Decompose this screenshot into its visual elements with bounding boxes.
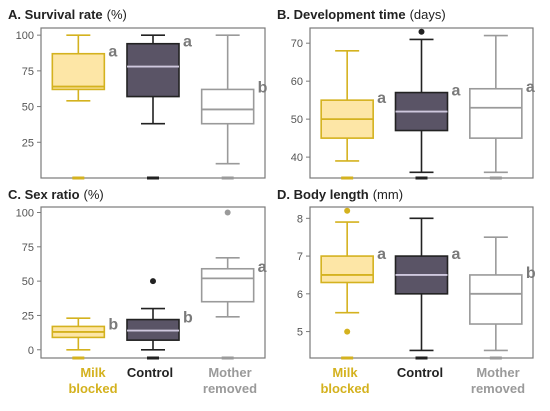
significance-letter: a (452, 246, 461, 263)
significance-letter: a (108, 44, 117, 61)
y-tick-label: 5 (297, 327, 303, 339)
outlier-point (224, 209, 231, 216)
panel-c: C. Sex ratio (%) 0 25 50 75 100 b b a (8, 187, 267, 360)
box-1: b (51, 316, 118, 360)
panel-title-unit: (%) (84, 187, 104, 202)
panel-b: B. Development time (days) 40 50 60 70 a a a (277, 7, 535, 180)
box-2: a (394, 38, 461, 180)
y-tick-label: 75 (22, 66, 34, 78)
significance-letter: b (108, 316, 118, 333)
panel-title-label: A. Survival rate (8, 7, 103, 22)
y-tick-label: 70 (291, 38, 303, 50)
significance-letter: a (526, 79, 535, 96)
panel-title-label: C. Sex ratio (8, 187, 80, 202)
category-label-right-1: Milk blocked (320, 365, 369, 396)
box-3: a (469, 34, 535, 180)
category-label-line2: blocked (320, 381, 369, 396)
panel-title: B. Development time (days) (277, 7, 446, 22)
category-label-line1: Control (127, 365, 173, 380)
y-tick-label: 25 (22, 137, 34, 149)
category-label-line2: blocked (68, 381, 117, 396)
category-label-1: Milk blocked (68, 365, 117, 396)
outlier-point (344, 207, 351, 214)
y-tick-label: 75 (22, 242, 34, 254)
panel-d: D. Body length (mm) 5 6 7 8 a a b (277, 187, 536, 360)
category-label-right-3: Mother removed (471, 365, 525, 396)
significance-letter: a (183, 34, 192, 51)
box-iqr (200, 267, 255, 303)
category-label-3: Mother removed (203, 365, 257, 396)
box-iqr (469, 274, 523, 325)
panel-title-label: D. Body length (277, 187, 369, 202)
box-3: b (469, 236, 536, 360)
panel-title-unit: (mm) (373, 187, 403, 202)
y-tick-label: 8 (297, 213, 303, 225)
category-label-line1: Mother (476, 365, 519, 380)
category-label-line2: removed (203, 381, 257, 396)
box-iqr (126, 42, 180, 98)
y-tick-label: 7 (297, 251, 303, 263)
box-1: a (320, 221, 386, 360)
y-tick-label: 25 (22, 310, 34, 322)
category-label-line1: Control (397, 365, 443, 380)
panel-title: C. Sex ratio (%) (8, 187, 104, 202)
box-2: a (394, 217, 461, 360)
panel-title-label: B. Development time (277, 7, 406, 22)
y-tick-label: 0 (28, 345, 34, 357)
significance-letter: a (377, 246, 386, 263)
box-iqr (469, 87, 523, 139)
y-tick-label: 100 (16, 207, 34, 219)
box-iqr (51, 52, 106, 91)
panel-title-unit: (days) (410, 7, 446, 22)
category-label-line1: Milk (80, 365, 106, 380)
category-label-line1: Mother (208, 365, 251, 380)
significance-letter: a (377, 90, 386, 107)
box-iqr (320, 255, 374, 284)
category-label-line1: Milk (332, 365, 358, 380)
significance-letter: b (526, 265, 536, 282)
y-tick-label: 6 (297, 289, 303, 301)
y-tick-label: 50 (22, 276, 34, 288)
significance-letter: a (452, 83, 461, 100)
panel-title: D. Body length (mm) (277, 187, 403, 202)
box-iqr (200, 88, 255, 125)
box-3: a (200, 256, 267, 360)
category-label-line2: removed (471, 381, 525, 396)
panel-title-unit: (%) (107, 7, 127, 22)
y-tick-label: 50 (22, 102, 34, 114)
box-3: b (200, 34, 268, 180)
category-label-right-2: Control (397, 365, 443, 380)
significance-letter: a (258, 259, 267, 276)
significance-letter: b (183, 310, 193, 327)
category-label-2: Control (127, 365, 173, 380)
y-tick-label: 40 (291, 152, 303, 164)
y-tick-label: 50 (291, 114, 303, 126)
box-2: b (126, 307, 193, 360)
outlier-point (418, 28, 425, 35)
box-1: a (320, 49, 386, 180)
panel-a: A. Survival rate (%) 25 50 75 100 a a b (8, 7, 268, 180)
outlier-point (344, 328, 351, 335)
box-2: a (126, 34, 192, 180)
y-tick-label: 100 (16, 30, 34, 42)
outlier-point (150, 278, 156, 285)
box-1: a (51, 34, 117, 180)
panel-title: A. Survival rate (%) (8, 7, 127, 22)
y-tick-label: 60 (291, 76, 303, 88)
significance-letter: b (258, 79, 268, 96)
